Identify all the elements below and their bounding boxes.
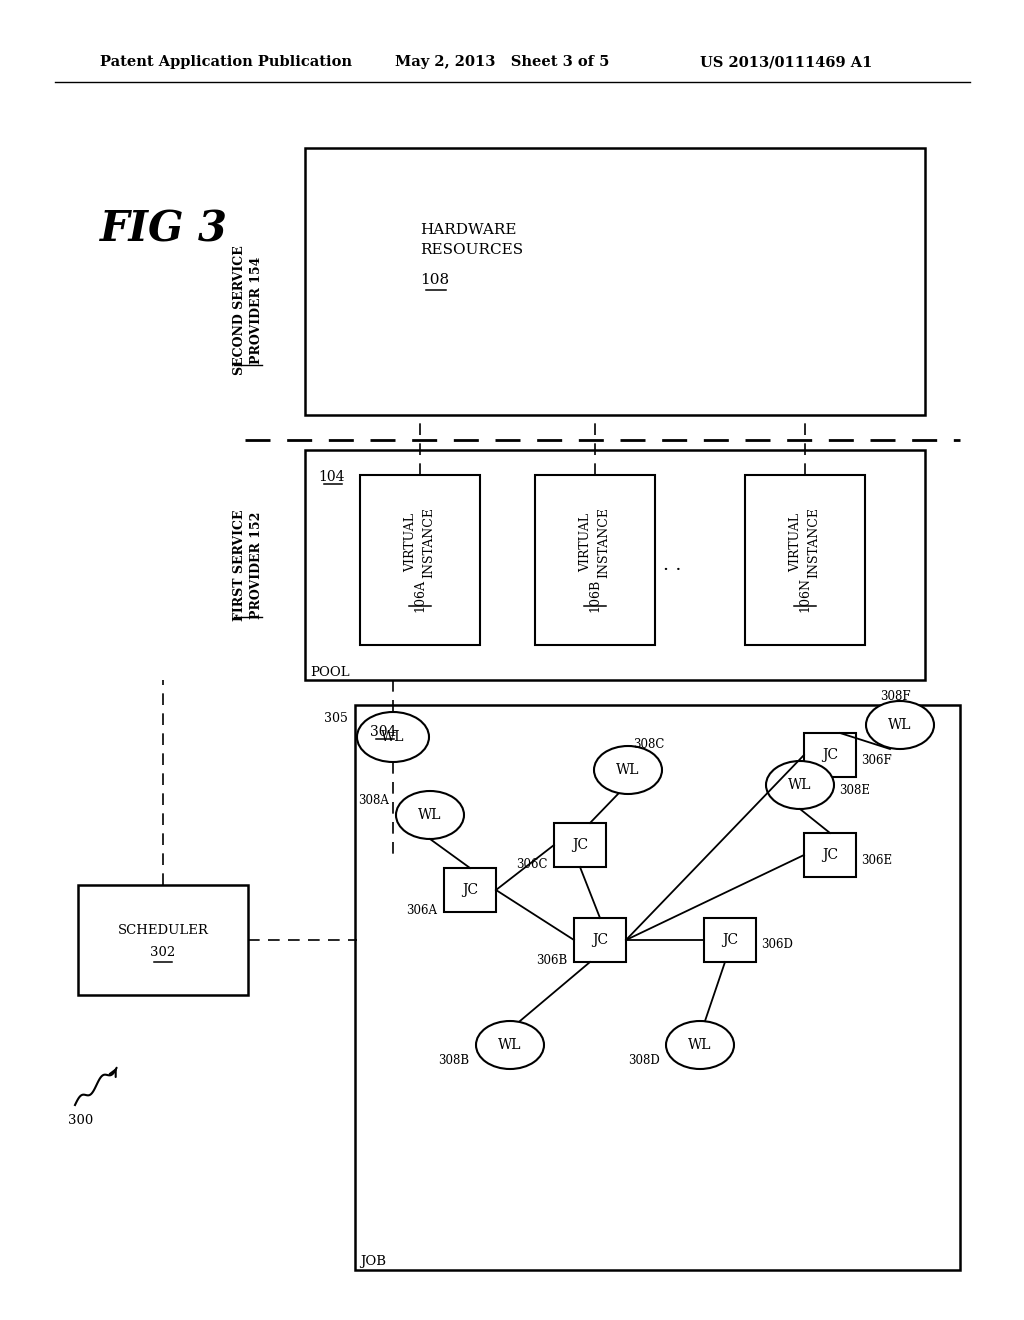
Text: JC: JC — [462, 883, 478, 898]
FancyBboxPatch shape — [305, 450, 925, 680]
Text: 306C: 306C — [516, 858, 548, 871]
Text: 104: 104 — [318, 470, 344, 484]
Text: JC: JC — [822, 847, 838, 862]
Text: WL: WL — [788, 777, 812, 792]
FancyBboxPatch shape — [554, 822, 606, 867]
FancyBboxPatch shape — [745, 475, 865, 645]
Text: VIRTUAL
INSTANCE: VIRTUAL INSTANCE — [580, 507, 610, 578]
Ellipse shape — [476, 1020, 544, 1069]
Text: 308D: 308D — [628, 1053, 659, 1067]
Text: JC: JC — [572, 838, 588, 851]
FancyBboxPatch shape — [355, 705, 961, 1270]
Text: 306E: 306E — [861, 854, 892, 866]
Text: May 2, 2013   Sheet 3 of 5: May 2, 2013 Sheet 3 of 5 — [395, 55, 609, 69]
Text: WL: WL — [616, 763, 640, 777]
Text: WL: WL — [381, 730, 404, 744]
Text: JOB: JOB — [360, 1255, 386, 1269]
FancyBboxPatch shape — [305, 148, 925, 414]
Text: 308A: 308A — [358, 793, 389, 807]
FancyBboxPatch shape — [574, 917, 626, 962]
Text: 308C: 308C — [633, 738, 665, 751]
Ellipse shape — [594, 746, 662, 795]
FancyBboxPatch shape — [804, 833, 856, 876]
Text: FIRST SERVICE
PROVIDER 152: FIRST SERVICE PROVIDER 152 — [233, 510, 263, 620]
Text: SCHEDULER: SCHEDULER — [118, 924, 209, 936]
Ellipse shape — [396, 791, 464, 840]
Ellipse shape — [866, 701, 934, 748]
Text: JC: JC — [592, 933, 608, 946]
Text: VIRTUAL
INSTANCE: VIRTUAL INSTANCE — [790, 507, 820, 578]
Text: 308F: 308F — [880, 690, 910, 704]
FancyBboxPatch shape — [78, 884, 248, 995]
Text: JC: JC — [822, 748, 838, 762]
Text: JC: JC — [722, 933, 738, 946]
Text: WL: WL — [418, 808, 441, 822]
Text: 306B: 306B — [536, 953, 567, 966]
Text: Patent Application Publication: Patent Application Publication — [100, 55, 352, 69]
Ellipse shape — [357, 711, 429, 762]
Text: HARDWARE
RESOURCES: HARDWARE RESOURCES — [420, 223, 523, 257]
Text: WL: WL — [499, 1038, 522, 1052]
Text: 306F: 306F — [861, 754, 892, 767]
FancyBboxPatch shape — [444, 869, 496, 912]
FancyBboxPatch shape — [804, 733, 856, 777]
Text: US 2013/0111469 A1: US 2013/0111469 A1 — [700, 55, 872, 69]
Text: VIRTUAL
INSTANCE: VIRTUAL INSTANCE — [404, 507, 435, 578]
FancyBboxPatch shape — [535, 475, 655, 645]
Text: 305: 305 — [325, 711, 348, 725]
Text: · ·: · · — [663, 561, 681, 579]
Text: SECOND SERVICE
PROVIDER 154: SECOND SERVICE PROVIDER 154 — [233, 246, 263, 375]
Text: 308E: 308E — [839, 784, 870, 796]
Text: 108: 108 — [420, 273, 450, 286]
Text: 306A: 306A — [406, 903, 437, 916]
Text: 308B: 308B — [438, 1053, 469, 1067]
FancyBboxPatch shape — [360, 475, 480, 645]
Text: 106A: 106A — [414, 578, 427, 611]
Text: POOL: POOL — [310, 665, 349, 678]
FancyBboxPatch shape — [705, 917, 756, 962]
Ellipse shape — [766, 762, 834, 809]
Ellipse shape — [666, 1020, 734, 1069]
Text: FIG 3: FIG 3 — [100, 209, 228, 251]
Text: 106B: 106B — [589, 578, 601, 611]
Text: 300: 300 — [68, 1114, 93, 1126]
Text: 304: 304 — [370, 725, 396, 739]
Text: WL: WL — [888, 718, 911, 733]
Text: WL: WL — [688, 1038, 712, 1052]
Text: 106N: 106N — [799, 578, 811, 612]
Text: 302: 302 — [151, 945, 176, 958]
Text: 306D: 306D — [761, 939, 793, 952]
